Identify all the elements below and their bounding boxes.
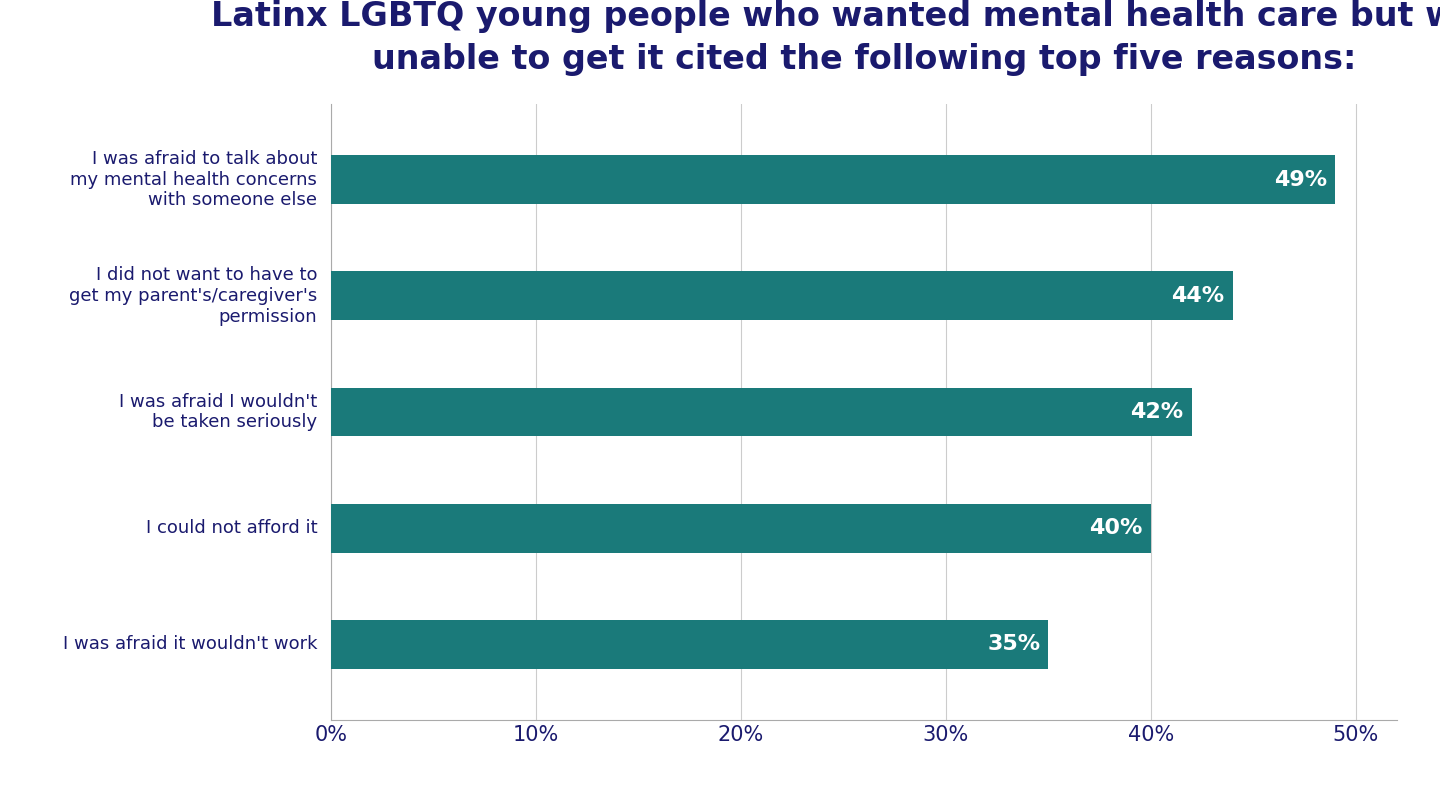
Bar	[331, 271, 1233, 320]
Bar	[331, 504, 1151, 553]
Text: 40%: 40%	[1089, 518, 1143, 538]
Bar	[331, 387, 1192, 437]
Text: 49%: 49%	[1274, 170, 1328, 190]
Text: 44%: 44%	[1172, 286, 1224, 306]
Text: 42%: 42%	[1130, 402, 1184, 422]
Bar	[331, 155, 1335, 204]
Text: 35%: 35%	[986, 634, 1040, 654]
Bar	[331, 620, 1048, 669]
Title: Latinx LGBTQ young people who wanted mental health care but were
unable to get i: Latinx LGBTQ young people who wanted men…	[210, 0, 1440, 76]
